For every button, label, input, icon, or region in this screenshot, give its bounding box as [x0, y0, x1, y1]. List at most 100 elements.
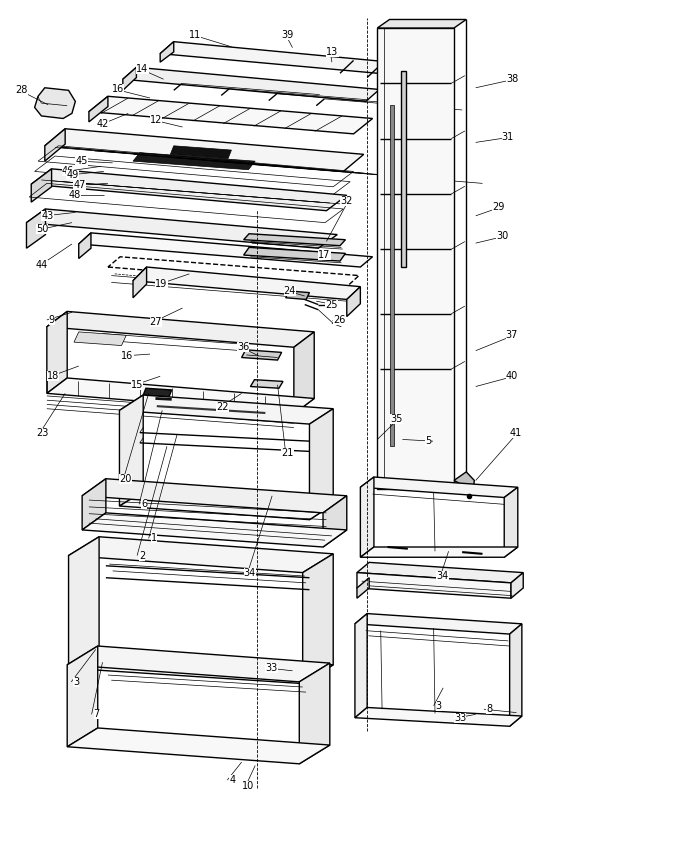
Polygon shape — [133, 153, 255, 169]
Text: 43: 43 — [41, 211, 54, 221]
Polygon shape — [31, 168, 347, 210]
Text: 37: 37 — [506, 330, 518, 340]
Text: 48: 48 — [69, 191, 81, 200]
Text: 4: 4 — [229, 775, 235, 785]
Text: 39: 39 — [282, 30, 294, 40]
Polygon shape — [120, 395, 333, 424]
Text: 16: 16 — [122, 351, 134, 361]
Text: 18: 18 — [47, 371, 59, 381]
Polygon shape — [401, 71, 406, 267]
Text: 41: 41 — [509, 428, 522, 438]
Polygon shape — [454, 472, 475, 491]
Polygon shape — [67, 646, 330, 682]
Text: 19: 19 — [156, 279, 168, 289]
Polygon shape — [82, 479, 347, 513]
Text: 1: 1 — [151, 534, 157, 544]
Text: 11: 11 — [188, 30, 201, 40]
Polygon shape — [79, 233, 373, 267]
Polygon shape — [309, 409, 333, 520]
Text: 5: 5 — [425, 436, 431, 446]
Polygon shape — [31, 168, 52, 202]
Text: 38: 38 — [506, 74, 519, 85]
Text: 35: 35 — [390, 414, 403, 424]
Text: 6: 6 — [141, 499, 148, 510]
Text: 3: 3 — [436, 701, 442, 711]
Polygon shape — [243, 247, 345, 261]
Polygon shape — [67, 728, 330, 764]
Text: 2: 2 — [139, 551, 146, 561]
Polygon shape — [89, 97, 373, 134]
Polygon shape — [299, 663, 330, 764]
Polygon shape — [47, 378, 314, 414]
Text: 33: 33 — [454, 713, 466, 722]
Text: 46: 46 — [62, 167, 74, 176]
Text: 12: 12 — [150, 115, 163, 125]
Polygon shape — [160, 42, 391, 74]
Text: 17: 17 — [318, 250, 330, 260]
Text: 34: 34 — [243, 568, 256, 578]
Text: 28: 28 — [16, 86, 28, 95]
Text: 24: 24 — [284, 286, 296, 296]
Polygon shape — [82, 513, 347, 547]
Polygon shape — [171, 146, 231, 159]
Text: 33: 33 — [265, 663, 277, 673]
Polygon shape — [67, 646, 98, 746]
Text: 16: 16 — [112, 85, 124, 94]
Text: 32: 32 — [340, 197, 352, 206]
Text: 42: 42 — [97, 120, 109, 129]
Polygon shape — [133, 267, 360, 299]
Polygon shape — [133, 267, 147, 298]
Polygon shape — [160, 42, 174, 62]
Polygon shape — [120, 492, 333, 520]
Polygon shape — [360, 477, 374, 557]
Polygon shape — [286, 291, 309, 299]
Text: 44: 44 — [36, 260, 48, 270]
Polygon shape — [390, 105, 394, 446]
Polygon shape — [45, 129, 364, 171]
Text: 21: 21 — [282, 448, 294, 458]
Polygon shape — [27, 209, 337, 248]
Polygon shape — [357, 573, 511, 598]
Text: 45: 45 — [75, 156, 88, 166]
Text: 31: 31 — [502, 133, 514, 142]
Text: 15: 15 — [131, 380, 143, 390]
Text: 14: 14 — [137, 64, 149, 74]
Polygon shape — [69, 537, 99, 669]
Polygon shape — [27, 209, 46, 248]
Polygon shape — [250, 380, 283, 388]
Text: 34: 34 — [437, 571, 449, 581]
Polygon shape — [347, 286, 360, 316]
Polygon shape — [505, 487, 517, 557]
Text: 36: 36 — [237, 342, 249, 352]
Polygon shape — [303, 554, 333, 684]
Polygon shape — [360, 477, 517, 498]
Text: 8: 8 — [486, 705, 492, 714]
Text: 22: 22 — [216, 402, 228, 412]
Text: 9: 9 — [49, 315, 55, 325]
Text: 50: 50 — [36, 225, 48, 234]
Polygon shape — [123, 68, 379, 102]
Polygon shape — [355, 614, 367, 717]
Polygon shape — [377, 28, 454, 489]
Text: 47: 47 — [73, 180, 86, 190]
Polygon shape — [511, 573, 523, 598]
Polygon shape — [47, 311, 314, 347]
Polygon shape — [69, 537, 333, 573]
Polygon shape — [120, 395, 143, 506]
Polygon shape — [355, 614, 522, 634]
Polygon shape — [143, 388, 172, 397]
Polygon shape — [509, 624, 522, 726]
Polygon shape — [243, 233, 345, 245]
Polygon shape — [201, 277, 264, 288]
Text: 23: 23 — [36, 428, 48, 438]
Polygon shape — [323, 496, 347, 547]
Text: 3: 3 — [73, 677, 80, 687]
Polygon shape — [45, 129, 65, 162]
Text: 7: 7 — [94, 710, 100, 719]
Polygon shape — [357, 578, 369, 598]
Polygon shape — [294, 332, 314, 414]
Polygon shape — [360, 547, 517, 557]
Text: 40: 40 — [506, 371, 518, 381]
Polygon shape — [79, 233, 91, 258]
Polygon shape — [69, 650, 333, 684]
